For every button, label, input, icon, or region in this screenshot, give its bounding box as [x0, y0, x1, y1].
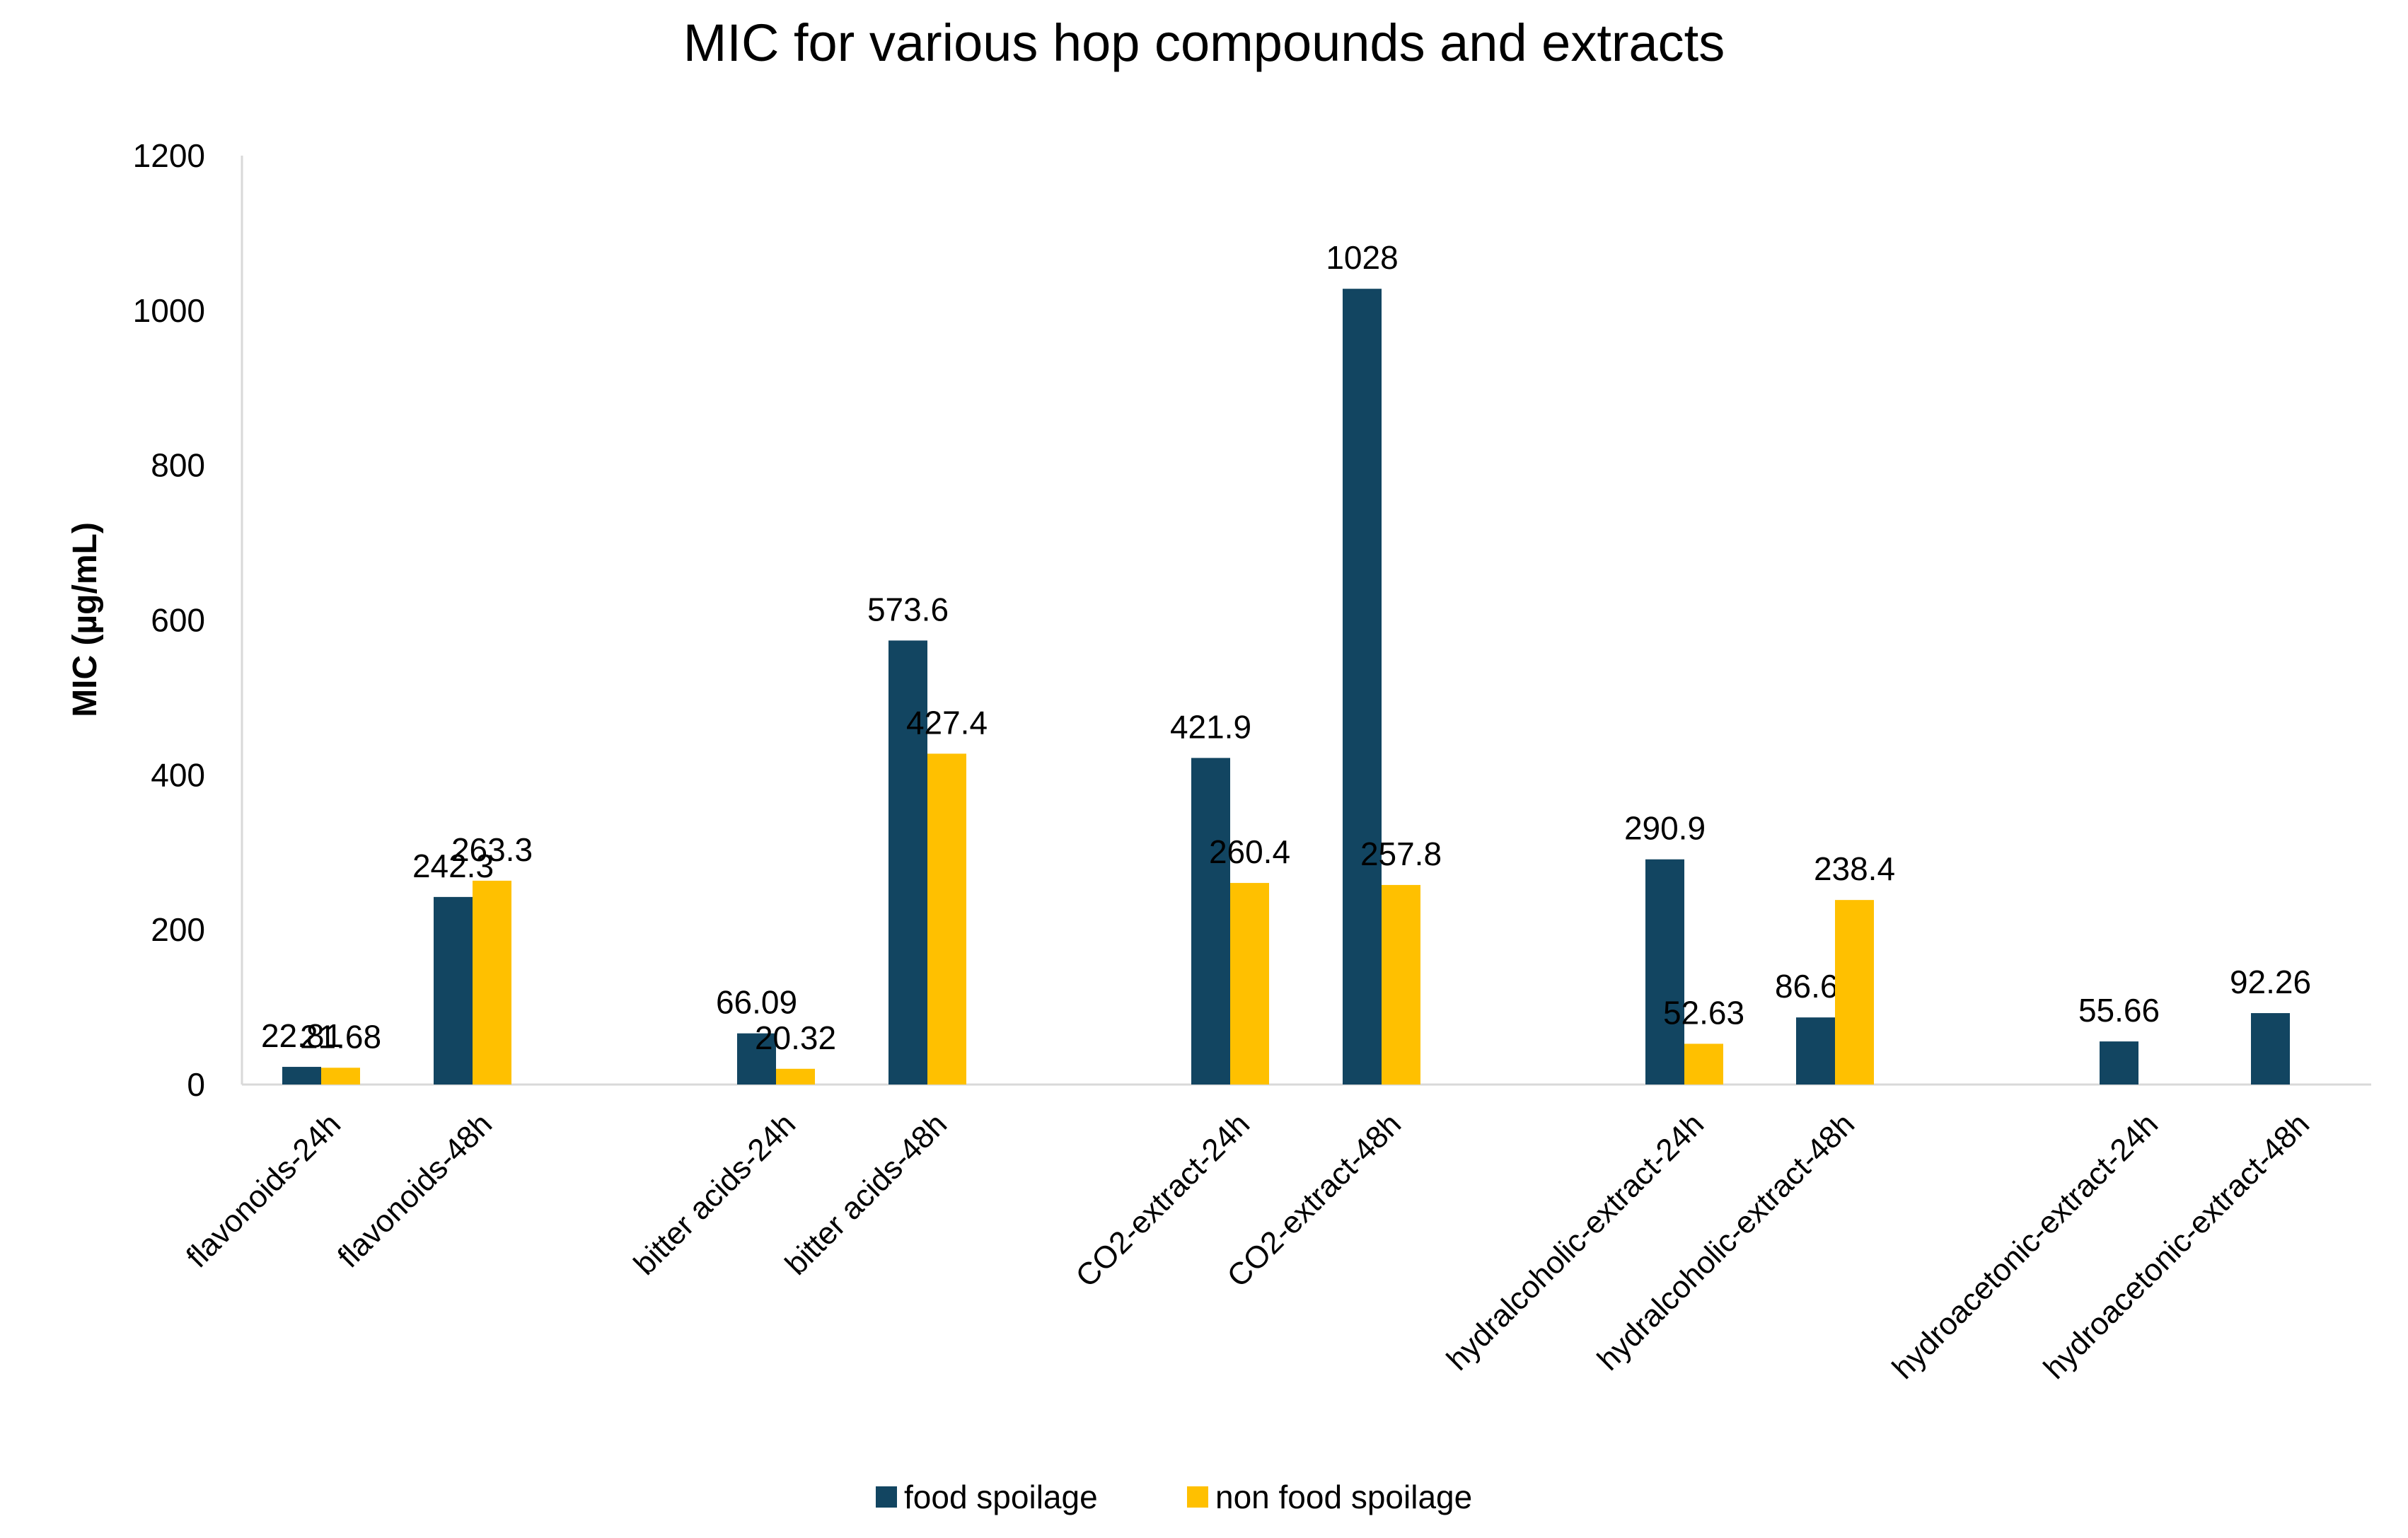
x-tick-label: hydralcoholic-extract-48h — [1591, 1106, 1861, 1377]
data-label: 21.68 — [300, 1018, 381, 1055]
y-tick-label: 400 — [151, 756, 205, 793]
bar[interactable] — [1835, 900, 1874, 1085]
data-label: 290.9 — [1624, 810, 1706, 847]
x-tick-label: flavonoids-48h — [331, 1106, 499, 1274]
data-label: 1028 — [1326, 239, 1398, 276]
bar[interactable] — [927, 753, 966, 1085]
bar[interactable] — [2251, 1013, 2290, 1085]
data-label: 52.63 — [1663, 994, 1744, 1031]
legend-swatch — [876, 1486, 897, 1508]
y-tick-label: 800 — [151, 447, 205, 484]
data-label: 260.4 — [1209, 833, 1290, 870]
bar[interactable] — [1645, 859, 1684, 1085]
bar[interactable] — [2100, 1041, 2138, 1085]
x-tick-label: bitter acids-24h — [627, 1106, 802, 1281]
y-axis-title: MIC (µg/mL) — [66, 522, 104, 717]
bar[interactable] — [1684, 1043, 1723, 1085]
y-tick-label: 1200 — [133, 137, 205, 174]
y-tick-label: 600 — [151, 602, 205, 639]
y-tick-label: 200 — [151, 911, 205, 948]
data-label: 427.4 — [906, 704, 988, 741]
bar[interactable] — [473, 880, 511, 1085]
data-label: 242.3 — [412, 848, 494, 884]
data-label: 573.6 — [867, 591, 949, 628]
y-tick-label: 1000 — [133, 292, 205, 329]
bar[interactable] — [1230, 883, 1269, 1085]
data-label: 263.3 — [451, 831, 533, 868]
data-label: 20.32 — [755, 1019, 836, 1056]
data-label: 238.4 — [1814, 850, 1895, 887]
bar[interactable] — [1343, 289, 1382, 1085]
data-label: 92.26 — [2230, 964, 2311, 1000]
data-label: 66.09 — [716, 984, 797, 1021]
bar[interactable] — [321, 1068, 360, 1085]
data-label: 55.66 — [2078, 992, 2160, 1029]
bar[interactable] — [1796, 1017, 1835, 1085]
legend-label: non food spoilage — [1215, 1479, 1472, 1515]
data-label: 22.81 — [261, 1017, 342, 1054]
bar[interactable] — [434, 896, 473, 1085]
bar[interactable] — [737, 1033, 776, 1085]
x-tick-label: flavonoids-24h — [180, 1106, 347, 1274]
legend-label: food spoilage — [904, 1479, 1098, 1515]
data-label: 421.9 — [1170, 708, 1251, 745]
bar[interactable] — [1382, 884, 1420, 1085]
data-label: 257.8 — [1360, 836, 1442, 872]
x-tick-label: hydralcoholic-extract-24h — [1440, 1106, 1711, 1377]
x-tick-label: hydroacetonic-extract-48h — [2037, 1106, 2316, 1385]
legend-swatch — [1187, 1486, 1208, 1508]
plot-area: 0 200 400 600 800 1000 1200 22.81 242.3 66.09 573.… — [133, 137, 2371, 1386]
bar[interactable] — [776, 1068, 815, 1085]
chart-title: MIC for various hop compounds and extrac… — [683, 13, 1725, 72]
x-tick-label: bitter acids-48h — [779, 1106, 954, 1281]
bar[interactable] — [1191, 758, 1230, 1085]
bar[interactable] — [282, 1067, 321, 1085]
bar[interactable] — [888, 640, 927, 1085]
legend: food spoilage non food spoilage — [876, 1479, 1472, 1515]
y-tick-label: 0 — [187, 1066, 205, 1103]
x-tick-label: hydroacetonic-extract-24h — [1886, 1106, 2165, 1385]
